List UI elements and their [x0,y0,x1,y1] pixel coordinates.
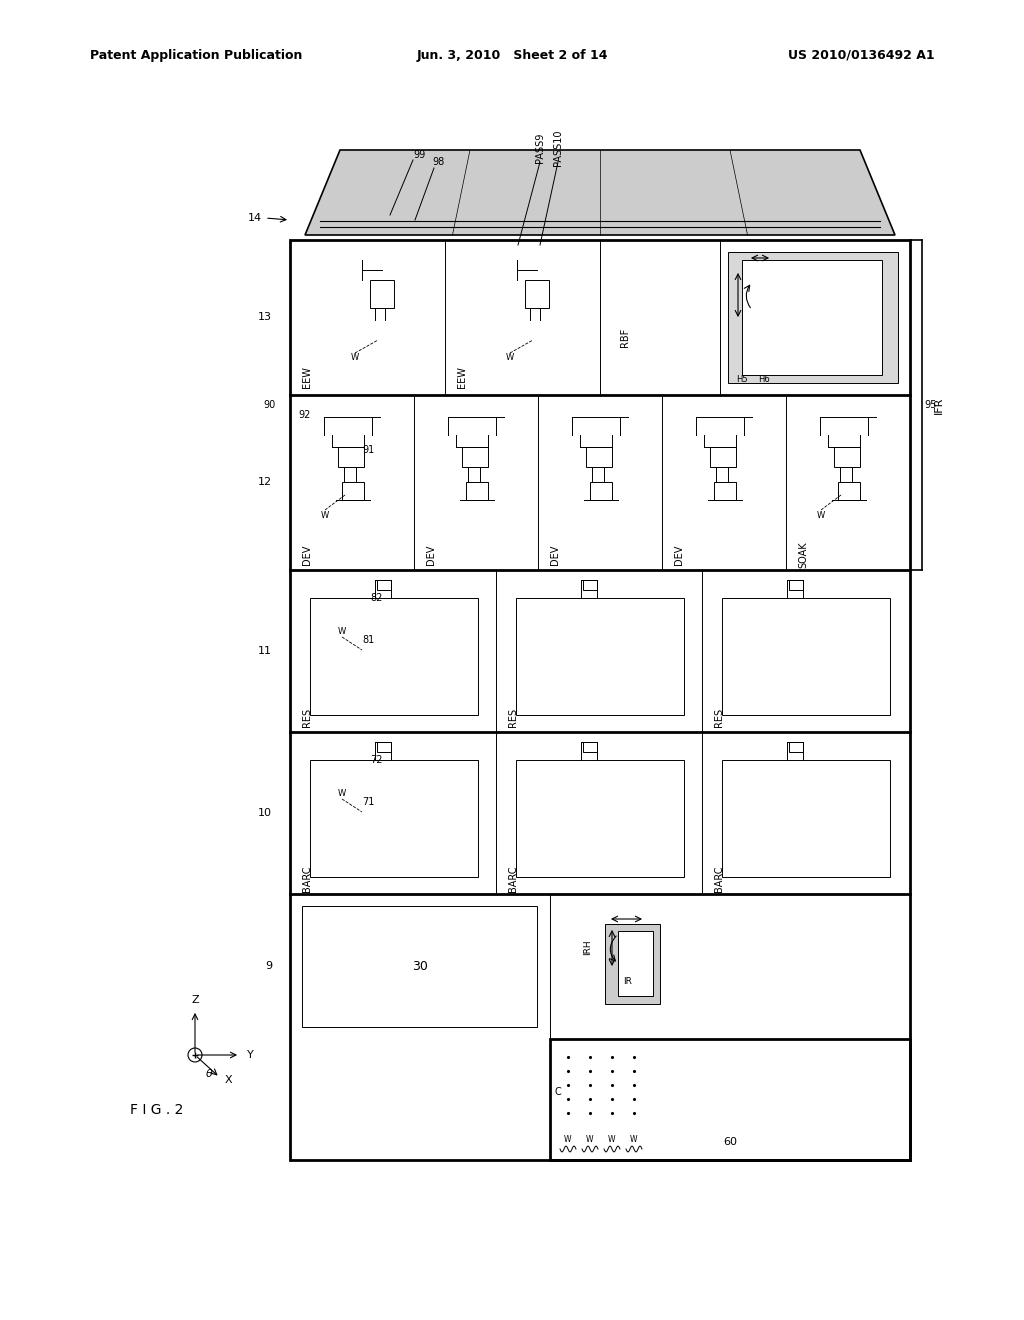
Text: 92: 92 [298,411,310,420]
Text: 11: 11 [258,645,272,656]
Bar [714,482,736,500]
Text: W: W [817,511,825,520]
Bar [618,931,653,997]
Text: X: X [224,1074,231,1085]
Text: BARC: BARC [714,866,724,892]
Bar [466,482,488,500]
Text: RES: RES [302,708,312,726]
Text: 91: 91 [362,445,374,455]
Text: PASS10: PASS10 [553,129,563,166]
Bar [583,742,597,752]
Bar [742,260,882,375]
Bar [290,240,910,1160]
Text: Z: Z [191,995,199,1005]
Text: H6: H6 [758,375,770,384]
Text: 81: 81 [362,635,374,645]
Text: W: W [338,627,346,636]
Text: DEV: DEV [674,545,684,565]
Text: W: W [351,352,359,362]
Bar [338,447,364,467]
Text: 60: 60 [723,1137,737,1147]
Text: DEV: DEV [302,545,312,565]
Bar [583,579,597,590]
Bar [728,252,898,383]
Text: SOAK: SOAK [798,541,808,569]
Bar [550,1039,910,1160]
Text: Y: Y [247,1049,253,1060]
Text: US 2010/0136492 A1: US 2010/0136492 A1 [788,49,935,62]
Bar [788,579,803,590]
Bar [525,280,549,308]
Text: 10: 10 [258,808,272,818]
Bar [710,447,736,467]
Bar [370,280,394,308]
Bar [310,598,478,715]
Text: IFR: IFR [934,396,944,413]
Text: BARC: BARC [302,866,312,892]
Text: 9: 9 [265,961,272,972]
Text: W: W [608,1134,615,1143]
Text: 14: 14 [248,213,262,223]
Bar [838,482,860,500]
Text: H5: H5 [736,375,748,384]
Bar [462,447,488,467]
Text: Jun. 3, 2010   Sheet 2 of 14: Jun. 3, 2010 Sheet 2 of 14 [416,49,608,62]
Bar [377,579,391,590]
Bar [377,742,391,752]
Polygon shape [305,150,895,235]
Text: RBF: RBF [620,327,630,347]
Text: F I G . 2: F I G . 2 [130,1104,183,1117]
Text: 12: 12 [258,477,272,487]
Text: W: W [321,511,329,520]
Text: W: W [587,1134,594,1143]
Bar [310,760,478,876]
Text: PASS9: PASS9 [535,133,545,164]
Text: $\theta$: $\theta$ [205,1067,213,1078]
Text: W: W [564,1134,571,1143]
Text: 13: 13 [258,312,272,322]
Bar [722,760,890,876]
Bar [605,924,660,1005]
Text: RES: RES [714,708,724,726]
Text: IR: IR [624,977,633,986]
Bar [302,906,537,1027]
Text: DEV: DEV [426,545,436,565]
Text: 90: 90 [264,400,276,411]
Text: W: W [338,789,346,799]
Text: 71: 71 [362,797,375,807]
Bar [834,447,860,467]
Bar [590,482,612,500]
Bar [342,482,364,500]
Text: 99: 99 [413,150,425,160]
Text: 95: 95 [924,400,936,411]
Text: W: W [506,352,514,362]
Text: RES: RES [508,708,518,726]
Text: 72: 72 [370,755,383,766]
Text: BARC: BARC [508,866,518,892]
Text: DEV: DEV [550,545,560,565]
Bar [722,598,890,715]
Text: Patent Application Publication: Patent Application Publication [90,49,302,62]
Text: 98: 98 [432,157,444,168]
Text: W: W [630,1134,638,1143]
Text: EEW: EEW [302,366,312,388]
Bar [516,598,684,715]
Text: EEW: EEW [457,366,467,388]
Text: IRH: IRH [583,940,592,954]
Text: C: C [555,1086,561,1097]
Bar [516,760,684,876]
Text: 30: 30 [412,960,428,973]
Bar [586,447,612,467]
Bar [788,742,803,752]
Text: 82: 82 [370,593,382,603]
